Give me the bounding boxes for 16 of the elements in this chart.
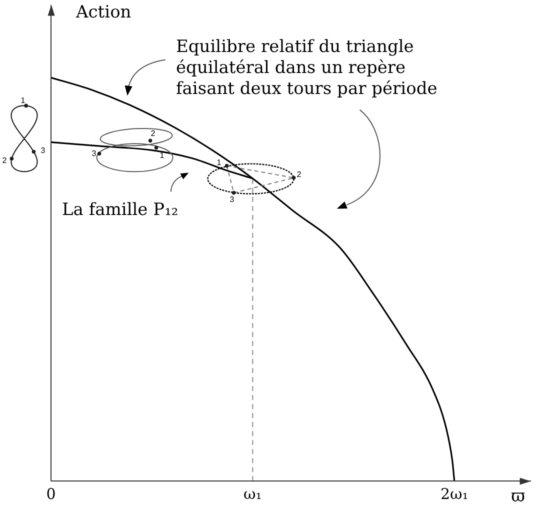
text: 3 [40, 146, 46, 155]
annotation: 1 [160, 150, 164, 160]
annotation: 2 [150, 129, 156, 138]
x-tick-label: 0 [46, 484, 56, 503]
annotation: 1 [216, 158, 222, 167]
annotation: 2 [296, 170, 302, 179]
x-tick-label: 2ω₁ [440, 484, 468, 503]
annotation: La famille P₁₂ [62, 200, 178, 221]
text: 2 [2, 156, 7, 165]
text: 1 [20, 96, 26, 105]
y-axis-title: Action [75, 2, 132, 22]
annotation: 3 [92, 149, 96, 158]
annotation: Equilibre relatif du triangle équilatéral dans un repère faisant deux tours par période [176, 37, 438, 100]
x-axis-title: ϖ [511, 486, 526, 506]
x-tick-label: ω₁ [244, 484, 262, 503]
annotation: 3 [230, 195, 234, 204]
